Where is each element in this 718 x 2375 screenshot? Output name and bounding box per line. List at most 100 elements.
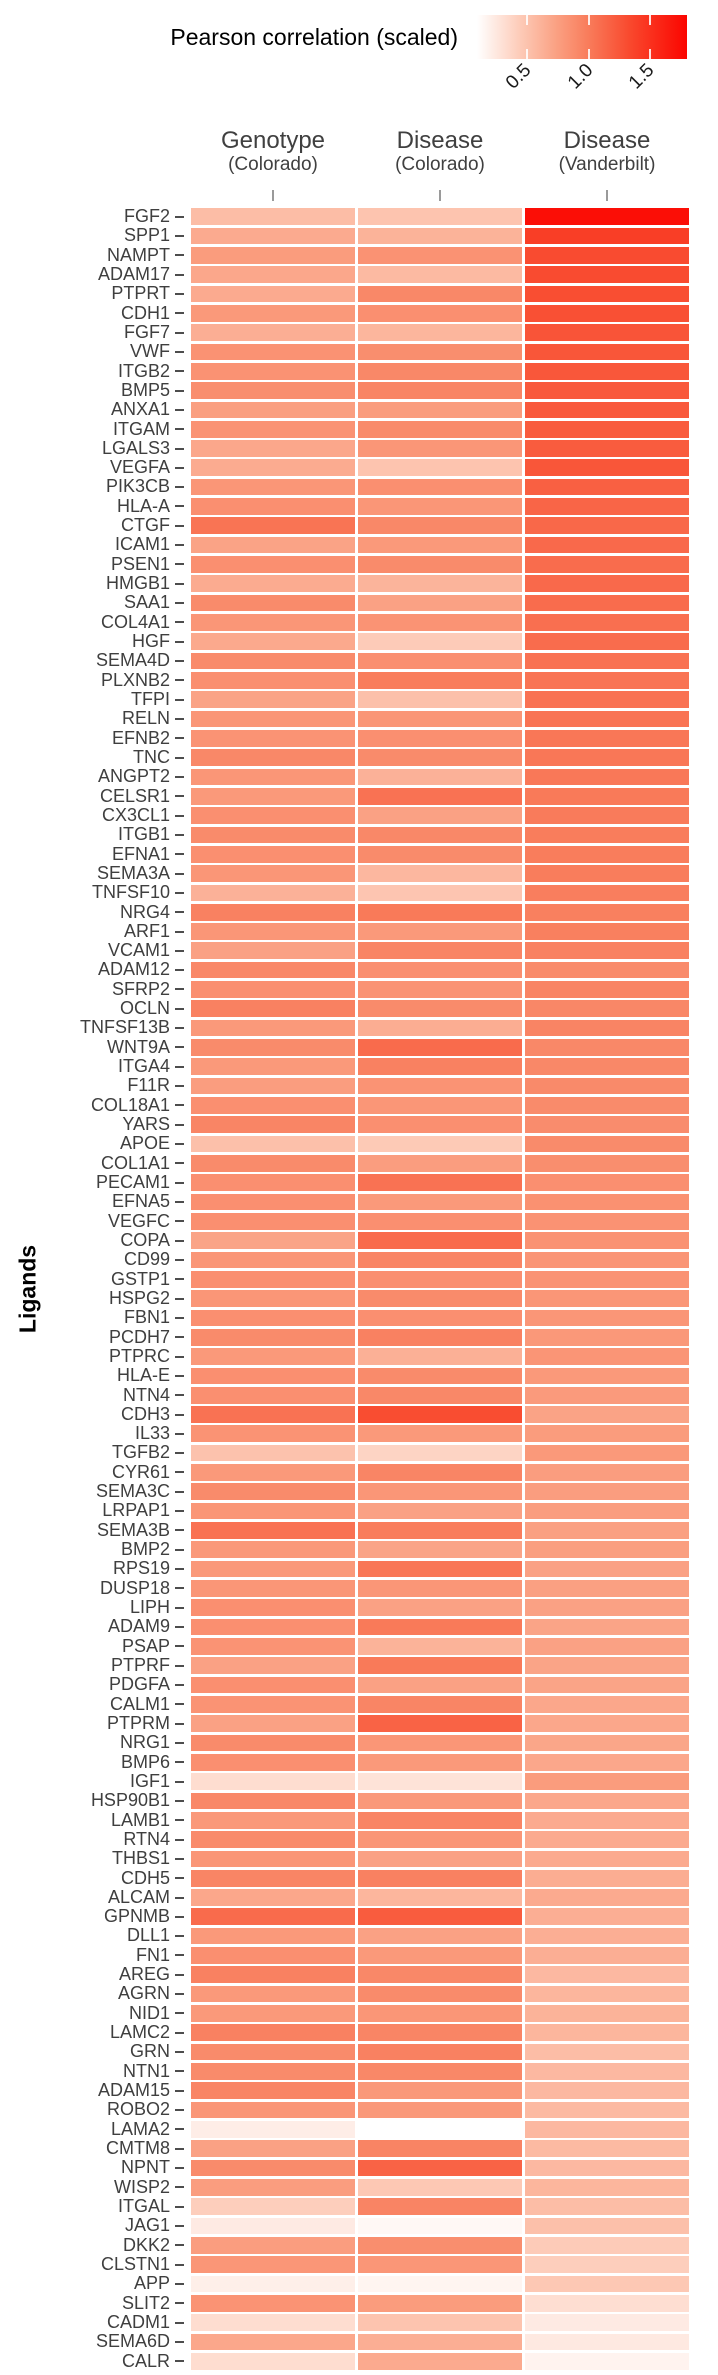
heatmap-cell [358,1328,522,1346]
heatmap-cell [525,575,689,593]
heatmap-cell [191,1580,355,1597]
heatmap-cell [191,1309,355,1327]
y-axis-tick [175,1819,184,1822]
heatmap-cell [191,1290,355,1307]
y-axis-tick [175,2263,184,2266]
heatmap-cell [525,1154,689,1172]
heatmap-cell [525,1367,689,1385]
heatmap-cell [191,845,355,863]
heatmap-cell [191,2294,355,2312]
heatmap-cell [191,923,355,940]
row-label: PTPRF [110,1655,170,1675]
heatmap-cell [191,1328,355,1346]
heatmap-cell [525,1328,689,1346]
row-label: ITGA4 [117,1056,170,1077]
y-axis-tick [175,660,184,663]
heatmap-cell [358,266,522,283]
heatmap-cell [191,1734,355,1752]
row-label: HSPG2 [108,1287,170,1308]
heatmap-cell [358,2005,522,2022]
heatmap-cell [358,1811,522,1829]
heatmap-cell [525,710,689,728]
row-label: PSEN1 [110,553,170,574]
heatmap-cell [191,1541,355,1559]
heatmap-cell [525,2236,689,2254]
row-label: ITGB2 [117,360,170,381]
heatmap-cell [191,420,355,438]
row-label: ADAM15 [97,2080,170,2101]
heatmap-cell [191,1618,355,1636]
row-label: CD99 [123,1249,170,1270]
heatmap-cell [358,324,522,341]
heatmap-cell [358,1637,522,1655]
heatmap-cell [358,1039,522,1056]
y-axis-tick [175,1355,184,1358]
row-label: THBS1 [111,1848,170,1869]
y-axis-tick [175,215,184,218]
y-axis-tick [175,833,184,836]
row-label: DUSP18 [99,1577,170,1598]
heatmap-cell [358,2217,522,2235]
heatmap-cell [525,1000,689,1018]
row-label: ROBO2 [106,2099,170,2120]
heatmap-cell [191,614,355,631]
row-label: EFNA5 [111,1191,170,1212]
heatmap-cell [191,1908,355,1926]
x-axis-tick [606,190,608,201]
heatmap-cell [358,1116,522,1134]
heatmap-cell [358,362,522,380]
y-axis-tick [175,273,184,276]
heatmap-cell [525,440,689,457]
y-axis-tick [175,1200,184,1203]
heatmap-cell [358,1406,522,1423]
heatmap-cell [358,768,522,786]
y-axis-tick [175,2070,184,2073]
heatmap-cell [191,1695,355,1713]
heatmap-cell [358,2352,522,2370]
heatmap-cell [358,710,522,728]
y-axis-tick [175,911,184,914]
y-axis-tick [175,930,184,933]
heatmap-cell [191,1386,355,1404]
heatmap-cell [191,1077,355,1095]
heatmap-cell [191,2178,355,2196]
heatmap-cell [191,227,355,245]
row-label: EFNA1 [111,843,170,864]
y-axis-tick [175,1085,184,1088]
heatmap-cell [525,420,689,438]
heatmap-cell [525,787,689,805]
heatmap-cell [358,1715,522,1732]
row-label: YARS [122,1114,170,1135]
heatmap-cell [358,1097,522,1114]
y-axis-tick [175,1664,184,1667]
heatmap-cell [191,942,355,960]
heatmap-cell [525,401,689,419]
heatmap-cell [525,981,689,998]
heatmap-cell [358,1193,522,1211]
legend-tick-mark [526,49,529,59]
heatmap-cell [525,2275,689,2293]
row-label: FBN1 [123,1307,170,1328]
heatmap-cell [525,1831,689,1848]
heatmap-cell [525,1116,689,1134]
heatmap-cell [191,304,355,322]
column-header: Disease (Vanderbilt) [525,128,689,176]
heatmap-cell [191,1637,355,1655]
heatmap-cell [358,865,522,882]
heatmap-cell [358,420,522,438]
y-axis-tick [175,408,184,411]
row-label: NRG4 [119,901,170,922]
heatmap-cell [358,729,522,747]
row-label: BMP2 [120,1539,170,1560]
heatmap-cell [525,1193,689,1211]
heatmap-cell [191,2024,355,2042]
y-axis-tick [175,640,184,643]
heatmap-cell [525,459,689,477]
heatmap-cell [525,324,689,341]
heatmap-cell [191,749,355,766]
heatmap-cell [191,1058,355,1076]
row-label: DKK2 [122,2234,170,2255]
y-axis-tick [175,350,184,353]
heatmap-cell [358,2294,522,2312]
row-label: VEGFC [107,1210,170,1231]
